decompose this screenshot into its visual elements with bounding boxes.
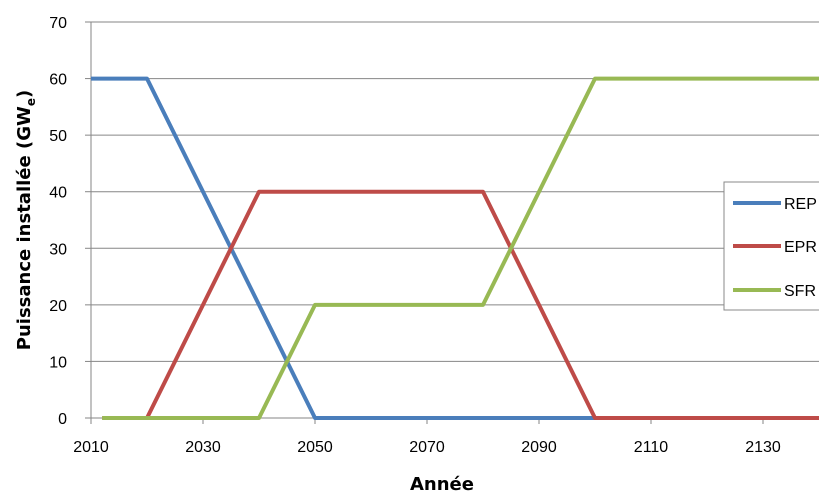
x-axis-ticks: 2010 2030 2050 2070 2090 2110 2130 xyxy=(73,418,781,456)
gridlines xyxy=(91,21,819,362)
series-line-sfr xyxy=(102,76,819,420)
legend-label-rep: REP xyxy=(784,196,817,213)
y-tick-label-20: 20 xyxy=(49,298,67,315)
x-tick-label-2130: 2130 xyxy=(745,439,781,456)
y-axis-ticks: 0 10 20 30 40 50 60 70 xyxy=(49,15,91,428)
y-tick-label-30: 30 xyxy=(49,241,67,258)
y-tick-label-40: 40 xyxy=(49,185,67,202)
series-lines xyxy=(91,76,819,420)
x-axis-title: Année xyxy=(410,474,474,495)
x-tick-label-2110: 2110 xyxy=(634,439,669,456)
axes xyxy=(90,22,819,419)
x-tick-label-2090: 2090 xyxy=(521,439,557,456)
y-tick-label-50: 50 xyxy=(49,128,67,145)
x-tick-label-2010: 2010 xyxy=(73,439,109,456)
legend-label-sfr: SFR xyxy=(784,283,816,300)
legend: REP EPR SFR xyxy=(723,181,819,311)
x-tick-label-2070: 2070 xyxy=(409,439,445,456)
y-tick-label-0: 0 xyxy=(58,411,67,428)
y-tick-label-70: 70 xyxy=(49,15,67,32)
y-tick-label-10: 10 xyxy=(49,354,67,371)
y-tick-label-60: 60 xyxy=(49,72,67,89)
y-axis-title: Puissance installée (GWe) xyxy=(14,90,38,350)
legend-label-epr: EPR xyxy=(784,239,817,256)
x-tick-label-2050: 2050 xyxy=(297,439,333,456)
x-tick-label-2030: 2030 xyxy=(185,439,221,456)
